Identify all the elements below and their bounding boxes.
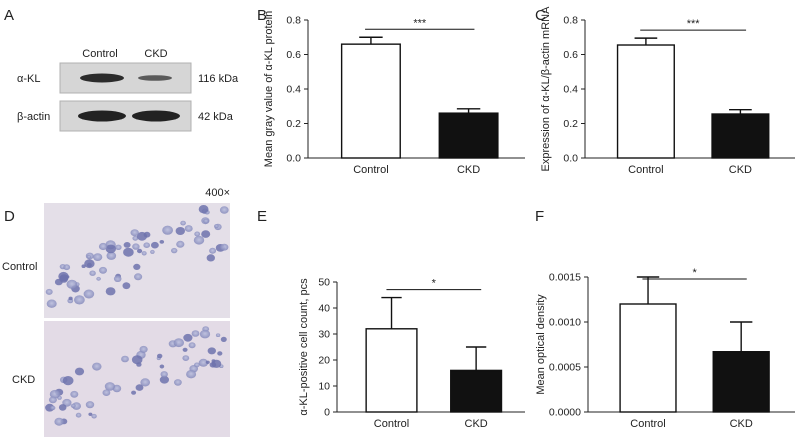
bar-ckd: [450, 369, 503, 413]
panel-letter-a: A: [4, 7, 14, 24]
blot-row-label-bactin: β-actin: [17, 111, 50, 123]
bar-ckd: [711, 113, 770, 159]
y-tick-label: 0.2: [286, 118, 301, 130]
y-tick-label: 0.0005: [549, 362, 581, 374]
charts-layer: 0.0 0.2 0.4 0.6 0.8 Mean gray value of α-KL p…: [263, 6, 795, 430]
y-tick-label: 50: [318, 277, 330, 289]
bar-control: [365, 328, 418, 413]
y-tick-label: 10: [318, 381, 330, 393]
magnification-label: 400×: [205, 187, 230, 199]
y-tick-label: 0.4: [563, 84, 578, 96]
blot-size-bactin: 42 kDa: [198, 111, 234, 123]
y-axis-label: α-KL-positive cell count, pcs: [298, 278, 310, 416]
panel-letter-b: B: [257, 7, 267, 24]
bar-ckd: [438, 112, 499, 159]
bar-control: [619, 303, 677, 413]
blot-band-aKL-ckd: [138, 75, 172, 81]
y-tick-label: 0: [324, 407, 330, 419]
panel-letter-e: E: [257, 208, 267, 225]
y-tick-label: 0.0010: [549, 317, 581, 329]
x-tick-label: Control: [628, 164, 663, 176]
blot-band-bactin-ckd: [132, 110, 180, 122]
x-tick-label: CKD: [457, 164, 480, 176]
lane-label-ckd: CKD: [144, 48, 167, 60]
micrograph-control-cells: [45, 205, 229, 308]
y-tick-label: 0.2: [563, 118, 578, 130]
chart-c: 0.0 0.2 0.4 0.6 0.8 Expression of α-KL/β-acti…: [540, 6, 795, 176]
panel-letter-d: D: [4, 208, 15, 225]
x-tick-label: Control: [374, 418, 409, 430]
micrograph-label-ckd: CKD: [12, 374, 35, 386]
bar-control: [616, 44, 675, 159]
x-tick-label: Control: [630, 418, 665, 430]
lane-label-control: Control: [82, 48, 117, 60]
bar-control: [340, 43, 401, 159]
micrograph-label-control: Control: [2, 261, 37, 273]
panel-d: D 400× Control CKD: [2, 187, 230, 437]
significance-label: ***: [413, 17, 427, 29]
chart-b: 0.0 0.2 0.4 0.6 0.8 Mean gray value of α-KL p…: [263, 11, 525, 176]
x-tick-label: CKD: [729, 164, 752, 176]
blot-band-aKL-control: [80, 73, 124, 83]
x-tick-label: CKD: [730, 418, 753, 430]
chart-e: 0 10 20 30 40 50 α-KL-positive cell count, pcs…: [298, 277, 525, 430]
y-tick-label: 0.6: [286, 49, 301, 61]
y-tick-label: 30: [318, 329, 330, 341]
y-tick-label: 0.4: [286, 84, 301, 96]
y-axis-label: Mean gray value of α-KL protein: [263, 11, 275, 167]
y-axis-label: Mean optical density: [535, 294, 547, 395]
y-tick-label: 0.8: [286, 15, 301, 27]
y-tick-label: 0.0015: [549, 272, 581, 284]
x-tick-label: Control: [353, 164, 388, 176]
y-axis-label: Expression of α-KL/β-actin mRNA: [540, 6, 552, 172]
y-tick-label: 0.0: [563, 153, 578, 165]
blot-row-label-aKL: α-KL: [17, 73, 40, 85]
y-tick-label: 20: [318, 355, 330, 367]
y-tick-label: 40: [318, 303, 330, 315]
x-tick-label: CKD: [465, 418, 488, 430]
significance-label: *: [692, 267, 697, 279]
panel-letter-f: F: [535, 208, 544, 225]
blot-band-bactin-control: [78, 110, 126, 122]
y-tick-label: 0.6: [563, 49, 578, 61]
micrograph-ckd: [44, 321, 230, 437]
panel-a: A Control CKD α-KL 116 kDa β-actin 42 kD…: [4, 7, 239, 132]
significance-label: ***: [687, 18, 701, 30]
micrograph-ckd-cells: [45, 326, 227, 426]
y-tick-label: 0.0: [286, 153, 301, 165]
bar-ckd: [712, 351, 770, 413]
blot-size-aKL: 116 kDa: [198, 73, 239, 85]
panel-letter-c: C: [535, 7, 546, 24]
y-tick-label: 0.0000: [549, 407, 581, 419]
significance-label: *: [432, 278, 437, 290]
y-tick-label: 0.8: [563, 15, 578, 27]
